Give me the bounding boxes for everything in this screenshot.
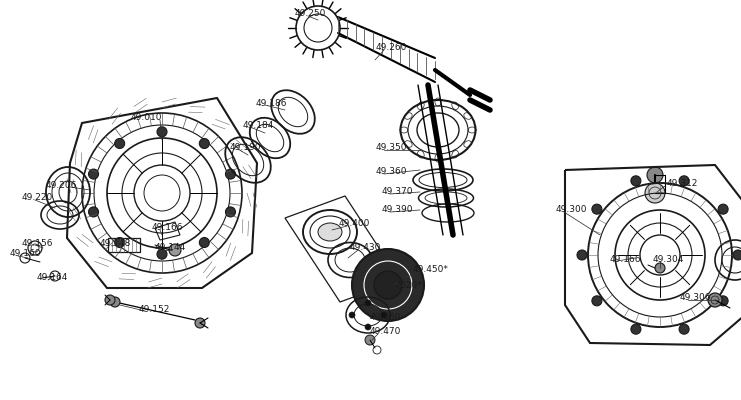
Circle shape — [88, 207, 99, 217]
Circle shape — [631, 324, 641, 334]
Circle shape — [115, 138, 124, 148]
Circle shape — [110, 297, 120, 307]
Circle shape — [733, 250, 741, 260]
Text: 49.190: 49.190 — [230, 142, 262, 152]
Text: 49.300: 49.300 — [556, 206, 588, 214]
Text: 49.166: 49.166 — [610, 254, 642, 264]
Text: /020*: /020* — [397, 280, 422, 290]
Circle shape — [225, 169, 236, 179]
Ellipse shape — [318, 223, 342, 241]
Text: 49.160: 49.160 — [10, 250, 41, 258]
Text: 49.184: 49.184 — [243, 120, 274, 130]
Circle shape — [195, 318, 205, 328]
Circle shape — [655, 263, 665, 273]
Text: 49.164: 49.164 — [37, 274, 68, 282]
Text: 49.166: 49.166 — [152, 224, 184, 232]
Text: 49.430: 49.430 — [350, 244, 382, 252]
Text: 49.148: 49.148 — [100, 240, 131, 248]
Circle shape — [199, 238, 209, 248]
Circle shape — [157, 127, 167, 137]
Circle shape — [679, 324, 689, 334]
Text: 49.400: 49.400 — [339, 220, 370, 228]
Circle shape — [631, 176, 641, 186]
Text: 49.250: 49.250 — [295, 10, 326, 18]
Circle shape — [592, 296, 602, 306]
Circle shape — [365, 300, 371, 306]
Circle shape — [199, 138, 209, 148]
Text: 49.010: 49.010 — [131, 112, 162, 122]
Circle shape — [718, 204, 728, 214]
Circle shape — [645, 183, 665, 203]
Circle shape — [592, 204, 602, 214]
Circle shape — [105, 295, 115, 305]
Circle shape — [364, 261, 412, 309]
Circle shape — [349, 312, 355, 318]
Text: 49.360: 49.360 — [376, 168, 408, 176]
Text: 49.306: 49.306 — [680, 294, 711, 302]
Text: 49.304: 49.304 — [653, 254, 685, 264]
Circle shape — [88, 169, 99, 179]
Circle shape — [352, 249, 424, 321]
Text: 49.260: 49.260 — [376, 44, 408, 52]
Circle shape — [169, 244, 181, 256]
Text: 49.390: 49.390 — [382, 206, 413, 214]
Text: 49.450*: 49.450* — [413, 266, 449, 274]
Text: 49.144: 49.144 — [155, 244, 186, 252]
Text: 49.460: 49.460 — [370, 312, 402, 322]
Text: 49.156: 49.156 — [22, 238, 53, 248]
Text: 49.350: 49.350 — [376, 144, 408, 152]
Circle shape — [157, 249, 167, 259]
Circle shape — [647, 167, 663, 183]
Text: 49.370: 49.370 — [382, 188, 413, 196]
Text: 49.206: 49.206 — [46, 180, 77, 190]
Text: 49.152: 49.152 — [139, 304, 170, 314]
Circle shape — [679, 176, 689, 186]
Circle shape — [225, 207, 236, 217]
Circle shape — [708, 293, 722, 307]
Text: 49.470: 49.470 — [370, 328, 402, 336]
Circle shape — [718, 296, 728, 306]
Circle shape — [115, 238, 124, 248]
Circle shape — [365, 335, 375, 345]
Text: 49.186: 49.186 — [256, 98, 288, 108]
Circle shape — [365, 324, 371, 330]
Text: 49.312: 49.312 — [667, 180, 698, 188]
Text: 49.220: 49.220 — [22, 194, 53, 202]
Circle shape — [374, 271, 402, 299]
Circle shape — [577, 250, 587, 260]
Circle shape — [381, 312, 387, 318]
